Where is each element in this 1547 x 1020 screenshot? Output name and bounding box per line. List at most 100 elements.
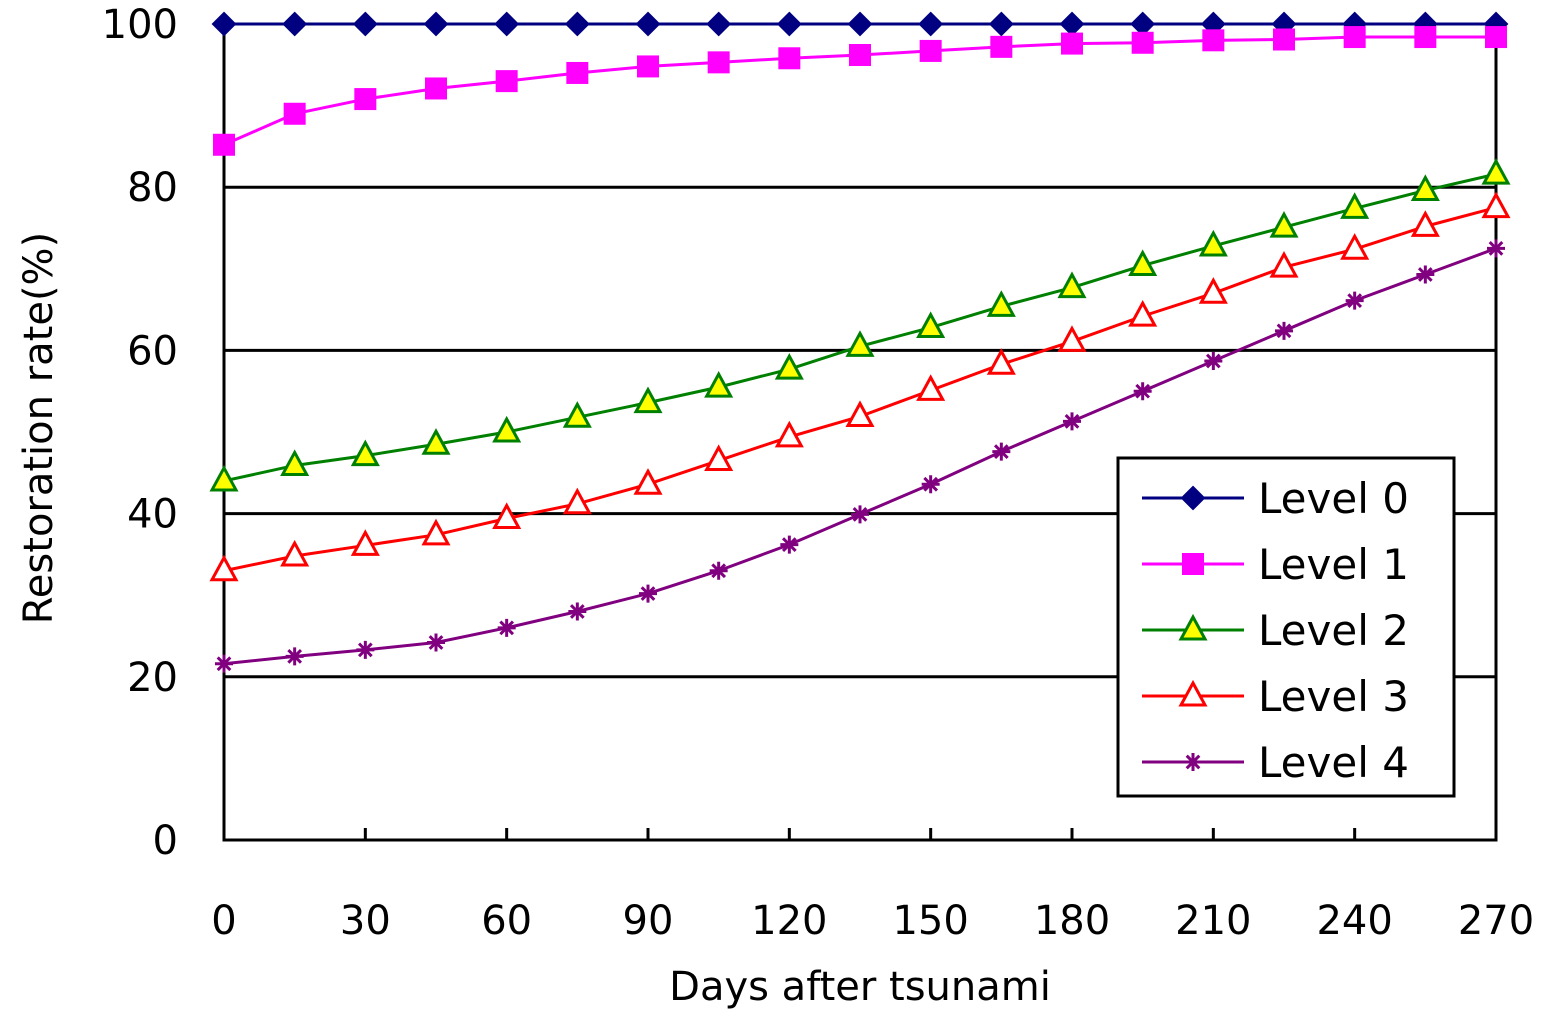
data-point (562, 487, 592, 515)
series-layer (209, 11, 1511, 673)
data-point (1345, 291, 1364, 310)
data-point (1061, 32, 1083, 55)
data-point (639, 584, 657, 603)
data-point (1057, 325, 1087, 352)
y-axis: 0 20 40 60 80 100 (102, 2, 178, 864)
data-point (421, 428, 451, 455)
series-level-3 (209, 191, 1511, 582)
legend-label: Level 4 (1258, 738, 1409, 787)
y-tick-label: 40 (127, 492, 178, 538)
data-point (1410, 210, 1440, 237)
data-point (213, 133, 235, 156)
data-point (350, 439, 380, 467)
legend-label: Level 1 (1258, 540, 1409, 589)
series-line (223, 172, 1497, 483)
data-point (916, 374, 946, 401)
data-point (1414, 26, 1437, 49)
legend-item: Level 2 (1142, 606, 1409, 655)
data-point (916, 311, 946, 339)
y-tick-label: 0 (153, 818, 178, 864)
data-point (280, 539, 310, 567)
data-point (851, 505, 869, 524)
data-point (282, 11, 308, 37)
data-point (986, 290, 1016, 317)
x-axis: 0 30 60 90 120 150 180 210 240 270 (211, 828, 1534, 944)
x-tick-label: 240 (1316, 898, 1392, 944)
data-point (845, 400, 875, 427)
data-point (356, 640, 375, 659)
data-point (780, 535, 799, 554)
legend-label: Level 3 (1258, 672, 1409, 721)
data-point (209, 464, 239, 492)
series-level-4 (215, 239, 1505, 673)
data-point (847, 11, 873, 37)
data-point (776, 11, 802, 37)
data-point (566, 61, 589, 84)
legend-marker (1182, 553, 1204, 575)
data-point (921, 475, 940, 494)
data-point (1481, 158, 1511, 185)
data-point (633, 468, 663, 495)
data-point (1416, 265, 1435, 284)
data-point (633, 386, 663, 414)
legend-item: Level 0 (1142, 474, 1409, 523)
series-level-1 (213, 26, 1507, 156)
data-point (1481, 191, 1511, 219)
x-tick-label: 120 (751, 898, 827, 944)
data-point (1273, 28, 1295, 51)
x-tick-label: 60 (481, 898, 532, 944)
data-point (774, 420, 804, 448)
data-point (352, 11, 378, 37)
data-point (427, 633, 445, 652)
legend-item: Level 4 (1142, 738, 1409, 787)
data-point (707, 51, 730, 74)
data-point (211, 11, 237, 37)
data-point (1269, 211, 1299, 238)
y-tick-label: 100 (102, 2, 178, 48)
data-point (709, 561, 728, 580)
data-point (209, 554, 239, 582)
legend: Level 0 Level 1 Level 2 Level 3 Level 4 (1116, 456, 1456, 798)
data-point (635, 11, 661, 37)
data-point (1204, 352, 1223, 371)
data-point (1275, 321, 1293, 340)
data-point (492, 502, 522, 529)
data-point (564, 11, 590, 37)
data-point (1202, 29, 1225, 52)
legend-label: Level 2 (1258, 606, 1409, 655)
data-point (1057, 271, 1087, 299)
data-point (1130, 11, 1156, 37)
data-point (988, 11, 1014, 37)
legend-marker (1178, 679, 1208, 707)
data-point (704, 370, 734, 398)
data-point (215, 654, 233, 673)
data-point (421, 518, 451, 546)
data-point (1485, 26, 1507, 49)
x-tick-label: 30 (340, 898, 391, 944)
y-tick-label: 20 (127, 655, 178, 701)
series-level-0 (211, 11, 1509, 37)
data-point (1059, 11, 1085, 37)
x-tick-label: 0 (211, 898, 236, 944)
data-point (492, 415, 522, 443)
x-tick-label: 210 (1175, 898, 1251, 944)
data-point (283, 102, 306, 125)
y-axis-title: Restoration rate(%) (16, 232, 62, 624)
data-point (1487, 239, 1505, 258)
data-point (704, 444, 734, 472)
x-tick-label: 150 (892, 898, 968, 944)
x-tick-label: 270 (1458, 898, 1534, 944)
data-point (1128, 249, 1158, 277)
data-point (1063, 412, 1081, 431)
legend-item: Level 3 (1142, 672, 1409, 721)
legend-item: Level 1 (1142, 540, 1409, 589)
data-point (706, 11, 732, 37)
data-point (849, 44, 871, 67)
legend-box (1116, 456, 1456, 798)
data-point (1340, 233, 1370, 260)
data-point (990, 35, 1013, 58)
data-point (562, 401, 592, 428)
data-point (280, 449, 310, 476)
data-point (992, 442, 1011, 461)
